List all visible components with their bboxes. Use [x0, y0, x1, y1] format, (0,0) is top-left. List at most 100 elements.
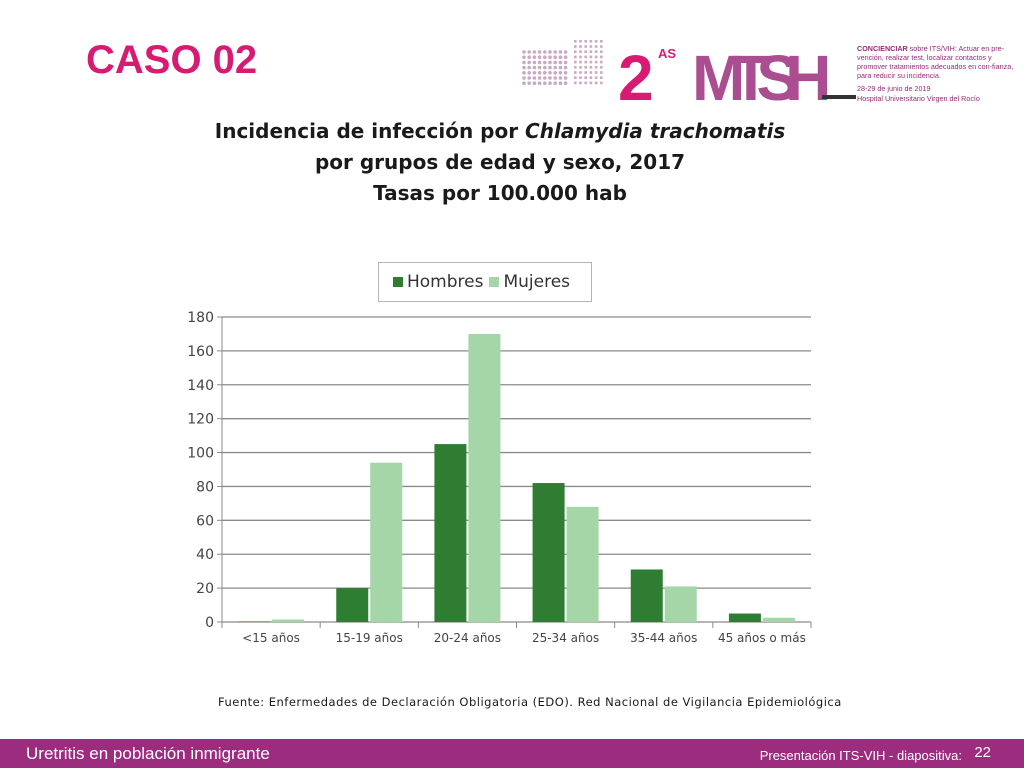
logo-dot	[532, 60, 537, 65]
logo-square	[594, 55, 598, 59]
logo-dot	[527, 81, 531, 85]
logo-dot	[522, 81, 526, 85]
logo-dot	[553, 71, 557, 75]
logo-dot	[558, 50, 563, 54]
logo-square	[579, 81, 582, 85]
legend-item-hombres: Hombres	[393, 272, 483, 292]
logo-dot	[522, 50, 526, 54]
logo-square	[594, 40, 598, 43]
logo-square	[574, 55, 577, 59]
logo-square	[584, 55, 587, 59]
logo-superscript: AS	[658, 46, 676, 61]
y-tick-label: 100	[187, 446, 214, 462]
y-tick-label: 180	[187, 310, 214, 326]
chart-title-line1: Incidencia de infección por Chlamydia tr…	[150, 116, 850, 147]
logo-square	[579, 71, 582, 74]
logo-dot	[532, 50, 537, 54]
bar-hombres	[728, 613, 761, 622]
logo-dot	[522, 60, 526, 65]
logo-square	[584, 50, 587, 53]
logo-square	[579, 76, 582, 79]
logo-square	[589, 55, 593, 59]
logo-square	[589, 60, 593, 64]
logo-letters: MTSH	[692, 42, 827, 108]
logo-square	[574, 81, 577, 85]
logo-square	[594, 50, 598, 53]
logo-dot	[537, 65, 542, 70]
logo-dot	[563, 76, 568, 80]
logo-dot	[532, 65, 537, 70]
y-tick-label: 60	[196, 513, 214, 529]
logo-square	[584, 60, 587, 64]
chart-source: Fuente: Enfermedades de Declaración Obli…	[218, 695, 842, 709]
y-tick-label: 20	[196, 581, 214, 597]
logo-dot	[532, 76, 537, 80]
bar-hombres	[434, 444, 467, 622]
logo-square	[600, 60, 603, 64]
chart-title-species: Chlamydia trachomatis	[525, 119, 786, 143]
logo-square	[574, 40, 577, 43]
logo-dot	[537, 60, 542, 65]
logo-dot	[553, 76, 557, 80]
logo-square	[574, 66, 577, 69]
legend-item-mujeres: Mujeres	[489, 272, 570, 292]
legend-swatch-hombres	[393, 277, 403, 287]
logo-dot	[553, 55, 557, 59]
logo-dot	[563, 81, 568, 85]
logo-dot	[563, 65, 568, 70]
logo-square	[589, 45, 593, 48]
logo-dot	[548, 50, 552, 54]
logo-dot	[563, 50, 568, 54]
logo-square	[574, 60, 577, 64]
chart-legend: Hombres Mujeres	[378, 262, 592, 302]
y-tick-label: 120	[187, 412, 214, 428]
logo-dot	[563, 60, 568, 65]
logo-dot	[558, 65, 563, 70]
logo-dot	[543, 50, 547, 54]
logo-dot	[548, 60, 552, 65]
slide-title: CASO 02	[86, 38, 258, 82]
logo-square	[594, 60, 598, 64]
logo-square	[584, 66, 587, 69]
logo-square	[589, 66, 593, 69]
bar-hombres	[532, 483, 565, 622]
logo-dot	[532, 55, 537, 59]
logo-square	[579, 66, 582, 69]
congress-logo: 2 AS MTSH	[522, 40, 856, 108]
logo-dot	[522, 65, 526, 70]
logo-dot	[553, 65, 557, 70]
logo-square	[584, 76, 587, 79]
logo-dot	[537, 50, 542, 54]
logo-square	[600, 55, 603, 59]
logo-square	[594, 66, 598, 69]
logo-dot	[548, 55, 552, 59]
logo-square	[584, 40, 587, 43]
chart-title-line3: Tasas por 100.000 hab	[373, 181, 627, 205]
logo-venue: Hospital Universitario Virgen del Rocío	[857, 93, 980, 103]
footer-slide-label: Presentación ITS-VIH - diapositiva:	[759, 748, 962, 763]
footer-page-number: 22	[974, 744, 991, 761]
logo-square	[579, 50, 582, 53]
chart-title-line2: por grupos de edad y sexo, 2017	[314, 150, 686, 174]
x-tick-label: 35-44 años	[630, 631, 697, 645]
logo-square	[584, 81, 587, 85]
logo-square	[594, 81, 598, 85]
logo-square	[600, 71, 603, 74]
logo-square	[579, 55, 582, 59]
logo-square	[579, 40, 582, 43]
logo-square	[589, 76, 593, 79]
logo-dot	[563, 55, 568, 59]
logo-square	[589, 81, 593, 85]
footer-presentation-topic: Uretritis en población inmigrante	[26, 744, 270, 763]
bar-chart: 0 20 40 60 80 100 120 140 160 180 <15 años 15-19 añ…	[187, 310, 812, 645]
logo-date: 28-29 de junio de 2019	[857, 84, 931, 93]
logo-dot	[553, 50, 557, 54]
logo-dot	[527, 55, 531, 59]
logo-dot	[558, 71, 563, 75]
logo-dot	[548, 81, 552, 85]
logo-square	[574, 71, 577, 74]
logo-square	[579, 45, 582, 48]
logo-dot	[563, 71, 568, 75]
x-tick-label: 25-34 años	[532, 631, 599, 645]
logo-dot	[553, 60, 557, 65]
